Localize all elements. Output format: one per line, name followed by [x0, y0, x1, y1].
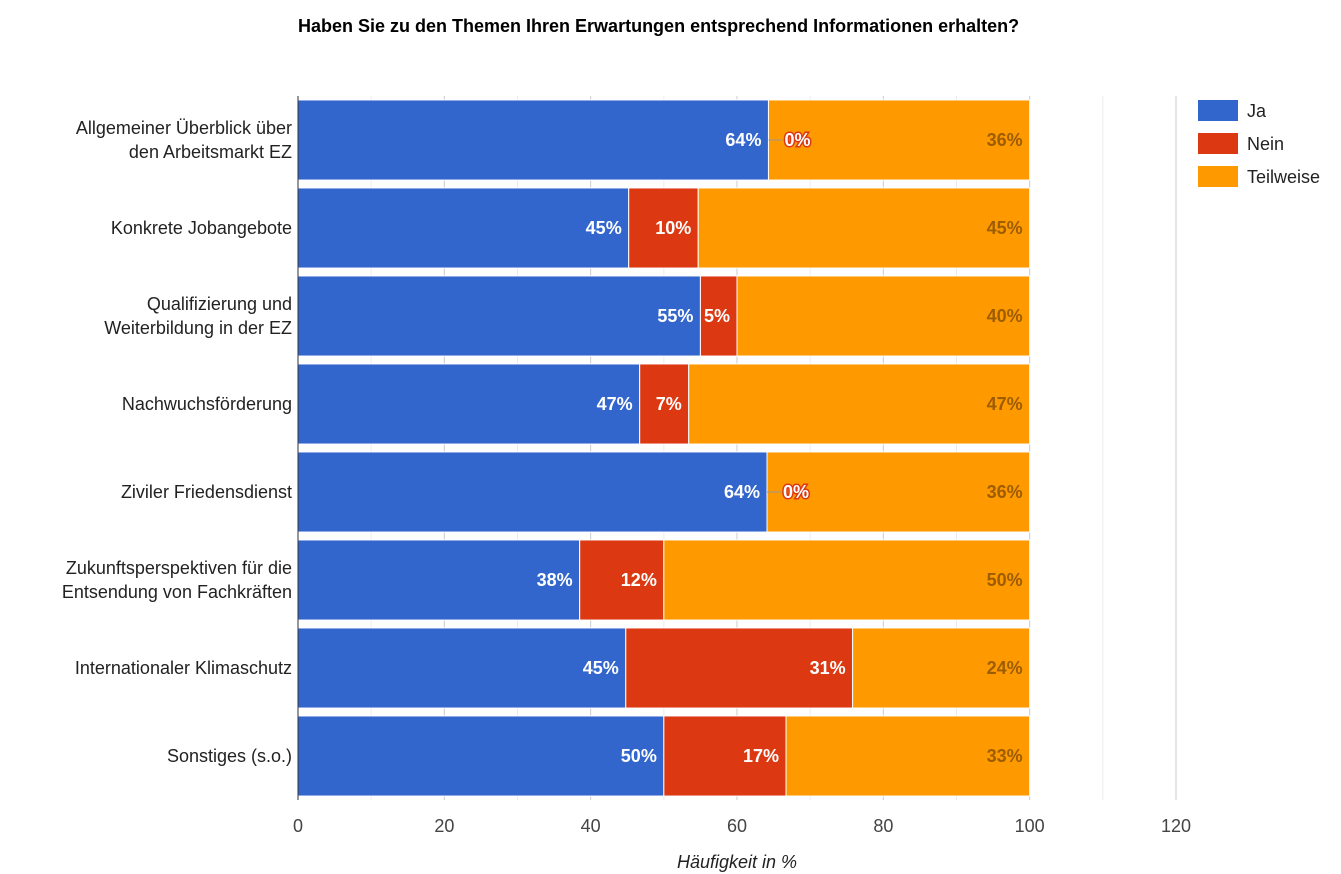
legend-label-ja: Ja [1247, 101, 1267, 121]
data-label-nein: 0% [783, 482, 809, 502]
chart-title: Haben Sie zu den Themen Ihren Erwartunge… [298, 16, 1020, 36]
legend-swatch-ja [1198, 100, 1238, 121]
data-label-nein: 17% [743, 746, 779, 766]
bar-ja [297, 715, 665, 797]
category-label: Entsendung von Fachkräften [62, 582, 292, 602]
x-tick-label: 40 [581, 816, 601, 836]
data-label-ja: 64% [724, 482, 760, 502]
category-label: Zukunftsperspektiven für die [66, 558, 292, 578]
data-label-ja: 64% [725, 130, 761, 150]
bar-teilweise [663, 539, 1031, 621]
data-label-ja: 55% [657, 306, 693, 326]
legend-label-teilweise: Teilweise [1247, 167, 1320, 187]
x-tick-label: 80 [873, 816, 893, 836]
bar-nein [628, 187, 699, 269]
data-label-ja: 45% [583, 658, 619, 678]
data-label-nein: 7% [656, 394, 682, 414]
data-label-ja: 50% [621, 746, 657, 766]
bar-ja [297, 363, 641, 445]
category-label: Allgemeiner Überblick über [76, 118, 292, 138]
bar-ja [297, 275, 701, 357]
data-label-nein: 5% [704, 306, 730, 326]
data-label-nein: 10% [655, 218, 691, 238]
data-label-nein: 12% [621, 570, 657, 590]
data-label-teilweise: 47% [987, 394, 1023, 414]
data-label-ja: 45% [586, 218, 622, 238]
x-axis-label: Häufigkeit in % [677, 852, 797, 872]
data-label-teilweise: 36% [987, 482, 1023, 502]
bar-teilweise [766, 451, 1031, 533]
bar-nein [625, 627, 854, 709]
bar-teilweise [697, 187, 1031, 269]
category-label: Internationaler Klimaschutz [75, 658, 292, 678]
data-labels: 64% 0% 36% 45% 10% 45% 55% 5% 40% 47% 7% 47% 64% 0% 36… [537, 129, 1023, 767]
data-label-ja: 47% [597, 394, 633, 414]
data-label-nein: 0% [784, 130, 810, 150]
bar-teilweise [767, 99, 1031, 181]
data-label-teilweise: 24% [987, 658, 1023, 678]
x-tick-label: 120 [1161, 816, 1191, 836]
legend: Ja Nein Teilweise [1198, 100, 1320, 187]
data-label-ja: 38% [537, 570, 573, 590]
bar-ja [297, 451, 768, 533]
bar-ja [297, 187, 630, 269]
x-tick-labels: 0 20 40 60 80 100 120 [293, 816, 1191, 836]
x-tick-label: 20 [434, 816, 454, 836]
legend-swatch-teilweise [1198, 166, 1238, 187]
x-tick-label: 100 [1015, 816, 1045, 836]
category-label: Ziviler Friedensdienst [121, 482, 292, 502]
legend-label-nein: Nein [1247, 134, 1284, 154]
bar-teilweise [785, 715, 1031, 797]
x-tick-label: 0 [293, 816, 303, 836]
bars [297, 99, 1031, 797]
legend-swatch-nein [1198, 133, 1238, 154]
category-label: Weiterbildung in der EZ [104, 318, 292, 338]
bar-nein [663, 715, 787, 797]
category-label: den Arbeitsmarkt EZ [129, 142, 292, 162]
category-label: Qualifizierung und [147, 294, 292, 314]
bar-teilweise [852, 627, 1031, 709]
bar-ja [297, 627, 627, 709]
bar-teilweise [736, 275, 1031, 357]
data-label-teilweise: 33% [987, 746, 1023, 766]
data-label-teilweise: 40% [987, 306, 1023, 326]
data-label-teilweise: 45% [987, 218, 1023, 238]
category-labels: Allgemeiner Überblick über den Arbeitsmar… [62, 118, 292, 766]
category-label: Konkrete Jobangebote [111, 218, 292, 238]
bar-nein [699, 275, 738, 357]
bar-ja [297, 539, 581, 621]
category-label: Sonstiges (s.o.) [167, 746, 292, 766]
bar-teilweise [688, 363, 1031, 445]
x-tick-label: 60 [727, 816, 747, 836]
data-label-nein: 31% [810, 658, 846, 678]
data-label-teilweise: 36% [987, 130, 1023, 150]
bar-ja [297, 99, 769, 181]
category-label: Nachwuchsförderung [122, 394, 292, 414]
data-label-teilweise: 50% [987, 570, 1023, 590]
bar-nein [579, 539, 665, 621]
